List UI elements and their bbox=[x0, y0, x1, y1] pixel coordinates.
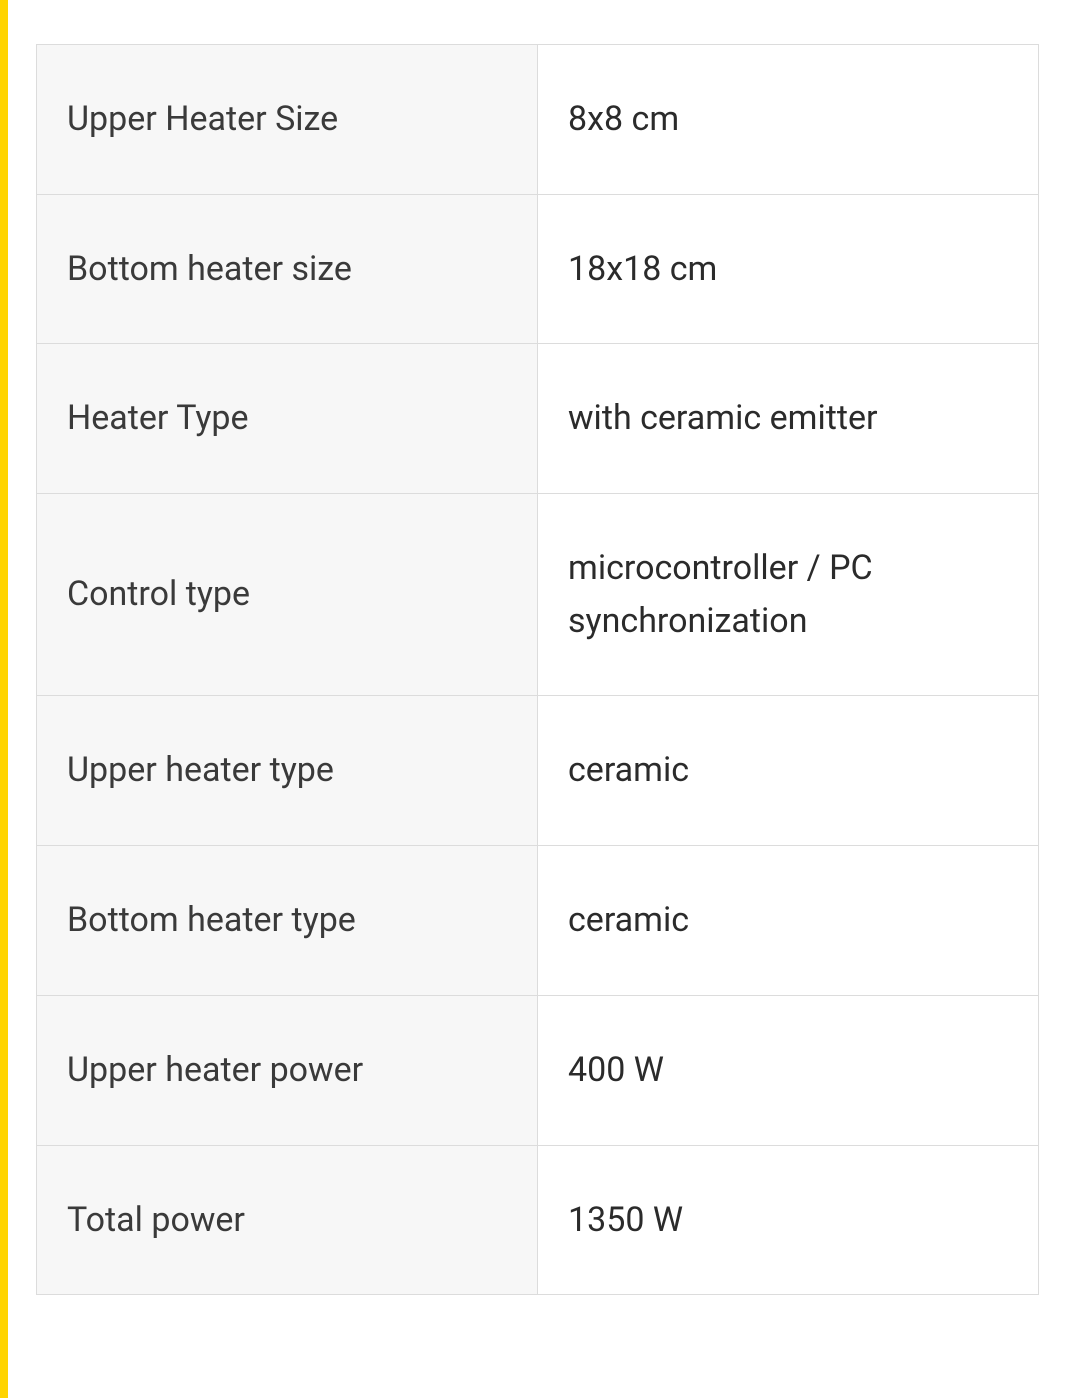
spec-table: Upper Heater Size 8x8 cm Bottom heater s… bbox=[36, 44, 1039, 1295]
table-row: Upper Heater Size 8x8 cm bbox=[37, 45, 1039, 195]
spec-label: Heater Type bbox=[37, 344, 538, 494]
spec-value: ceramic bbox=[538, 696, 1039, 846]
spec-table-container: Upper Heater Size 8x8 cm Bottom heater s… bbox=[36, 44, 916, 1295]
spec-label: Control type bbox=[37, 494, 538, 696]
spec-value: ceramic bbox=[538, 846, 1039, 996]
table-row: Bottom heater type ceramic bbox=[37, 846, 1039, 996]
spec-value: with ceramic emitter bbox=[538, 344, 1039, 494]
table-row: Upper heater power 400 W bbox=[37, 995, 1039, 1145]
table-row: Bottom heater size 18x18 cm bbox=[37, 194, 1039, 344]
spec-value: 18x18 cm bbox=[538, 194, 1039, 344]
table-row: Heater Type with ceramic emitter bbox=[37, 344, 1039, 494]
table-row: Total power 1350 W bbox=[37, 1145, 1039, 1295]
spec-value: 1350 W bbox=[538, 1145, 1039, 1295]
spec-label: Total power bbox=[37, 1145, 538, 1295]
spec-value: microcontroller / PC synchronization bbox=[538, 494, 1039, 696]
table-row: Control type microcontroller / PC synchr… bbox=[37, 494, 1039, 696]
table-row: Upper heater type ceramic bbox=[37, 696, 1039, 846]
spec-value: 8x8 cm bbox=[538, 45, 1039, 195]
spec-label: Upper heater type bbox=[37, 696, 538, 846]
left-accent-bar bbox=[0, 0, 8, 1398]
spec-label: Upper Heater Size bbox=[37, 45, 538, 195]
spec-label: Bottom heater size bbox=[37, 194, 538, 344]
spec-label: Bottom heater type bbox=[37, 846, 538, 996]
spec-label: Upper heater power bbox=[37, 995, 538, 1145]
spec-value: 400 W bbox=[538, 995, 1039, 1145]
